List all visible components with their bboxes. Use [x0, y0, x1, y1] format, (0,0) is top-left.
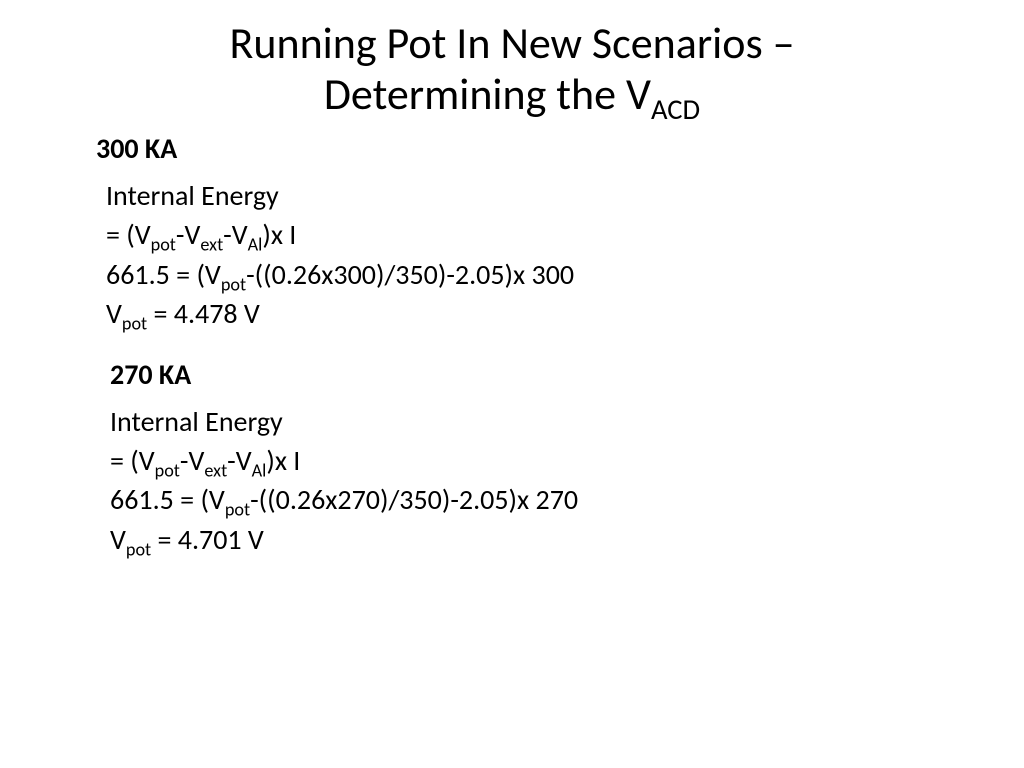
- text-segment: -V: [223, 217, 247, 252]
- subscript: pot: [122, 312, 147, 334]
- section-heading-270ka: 270 KA: [110, 357, 964, 392]
- text-segment: V: [110, 522, 126, 557]
- equation-line: = (Vpot-Vext-VAl)x I: [106, 215, 964, 254]
- text-segment: 661.5 = (V: [106, 257, 221, 292]
- title-line-2-sub: ACD: [651, 91, 700, 126]
- equation-line: Vpot = 4.701 V: [110, 520, 964, 559]
- text-segment: 661.5 = (V: [110, 482, 225, 517]
- subscript: ext: [204, 460, 227, 482]
- text-segment: = (V: [106, 217, 151, 252]
- text-segment: )x I: [266, 443, 300, 478]
- equation-line: 661.5 = (Vpot-((0.26x270)/350)-2.05)x 27…: [110, 480, 964, 519]
- subscript: pot: [151, 234, 176, 256]
- text-segment: = (V: [110, 443, 155, 478]
- subscript: Al: [252, 460, 267, 482]
- slide: Running Pot In New Scenarios – Determini…: [0, 0, 1024, 768]
- text-segment: -((0.26x270)/350)-2.05)x 270: [250, 482, 578, 517]
- subscript: pot: [126, 538, 151, 560]
- text-segment: -V: [176, 217, 200, 252]
- text-segment: = 4.478 V: [147, 296, 260, 331]
- text-segment: )x I: [262, 217, 296, 252]
- text-segment: Internal Energy: [106, 178, 279, 213]
- section-body-270ka: Internal Energy = (Vpot-Vext-VAl)x I 661…: [110, 402, 964, 559]
- equation-line: Vpot = 4.478 V: [106, 294, 964, 333]
- text-segment: Internal Energy: [110, 404, 283, 439]
- equation-line: 661.5 = (Vpot-((0.26x300)/350)-2.05)x 30…: [106, 255, 964, 294]
- subscript: pot: [221, 273, 246, 295]
- equation-line: = (Vpot-Vext-VAl)x I: [110, 441, 964, 480]
- subscript: ext: [200, 234, 223, 256]
- title-line-2-pre: Determining the V: [324, 67, 651, 121]
- equation-line: Internal Energy: [106, 176, 964, 215]
- text-segment: -V: [227, 443, 251, 478]
- text-segment: -V: [180, 443, 204, 478]
- equation-line: Internal Energy: [110, 402, 964, 441]
- text-segment: -((0.26x300)/350)-2.05)x 300: [246, 257, 574, 292]
- subscript: pot: [155, 460, 180, 482]
- subscript: pot: [225, 499, 250, 521]
- section-body-300ka: Internal Energy = (Vpot-Vext-VAl)x I 661…: [106, 176, 964, 333]
- title-line-1: Running Pot In New Scenarios –: [229, 16, 794, 70]
- slide-title: Running Pot In New Scenarios – Determini…: [60, 18, 964, 119]
- text-segment: V: [106, 296, 122, 331]
- section-heading-300ka: 300 KA: [96, 131, 964, 166]
- text-segment: = 4.701 V: [151, 522, 264, 557]
- subscript: Al: [248, 234, 263, 256]
